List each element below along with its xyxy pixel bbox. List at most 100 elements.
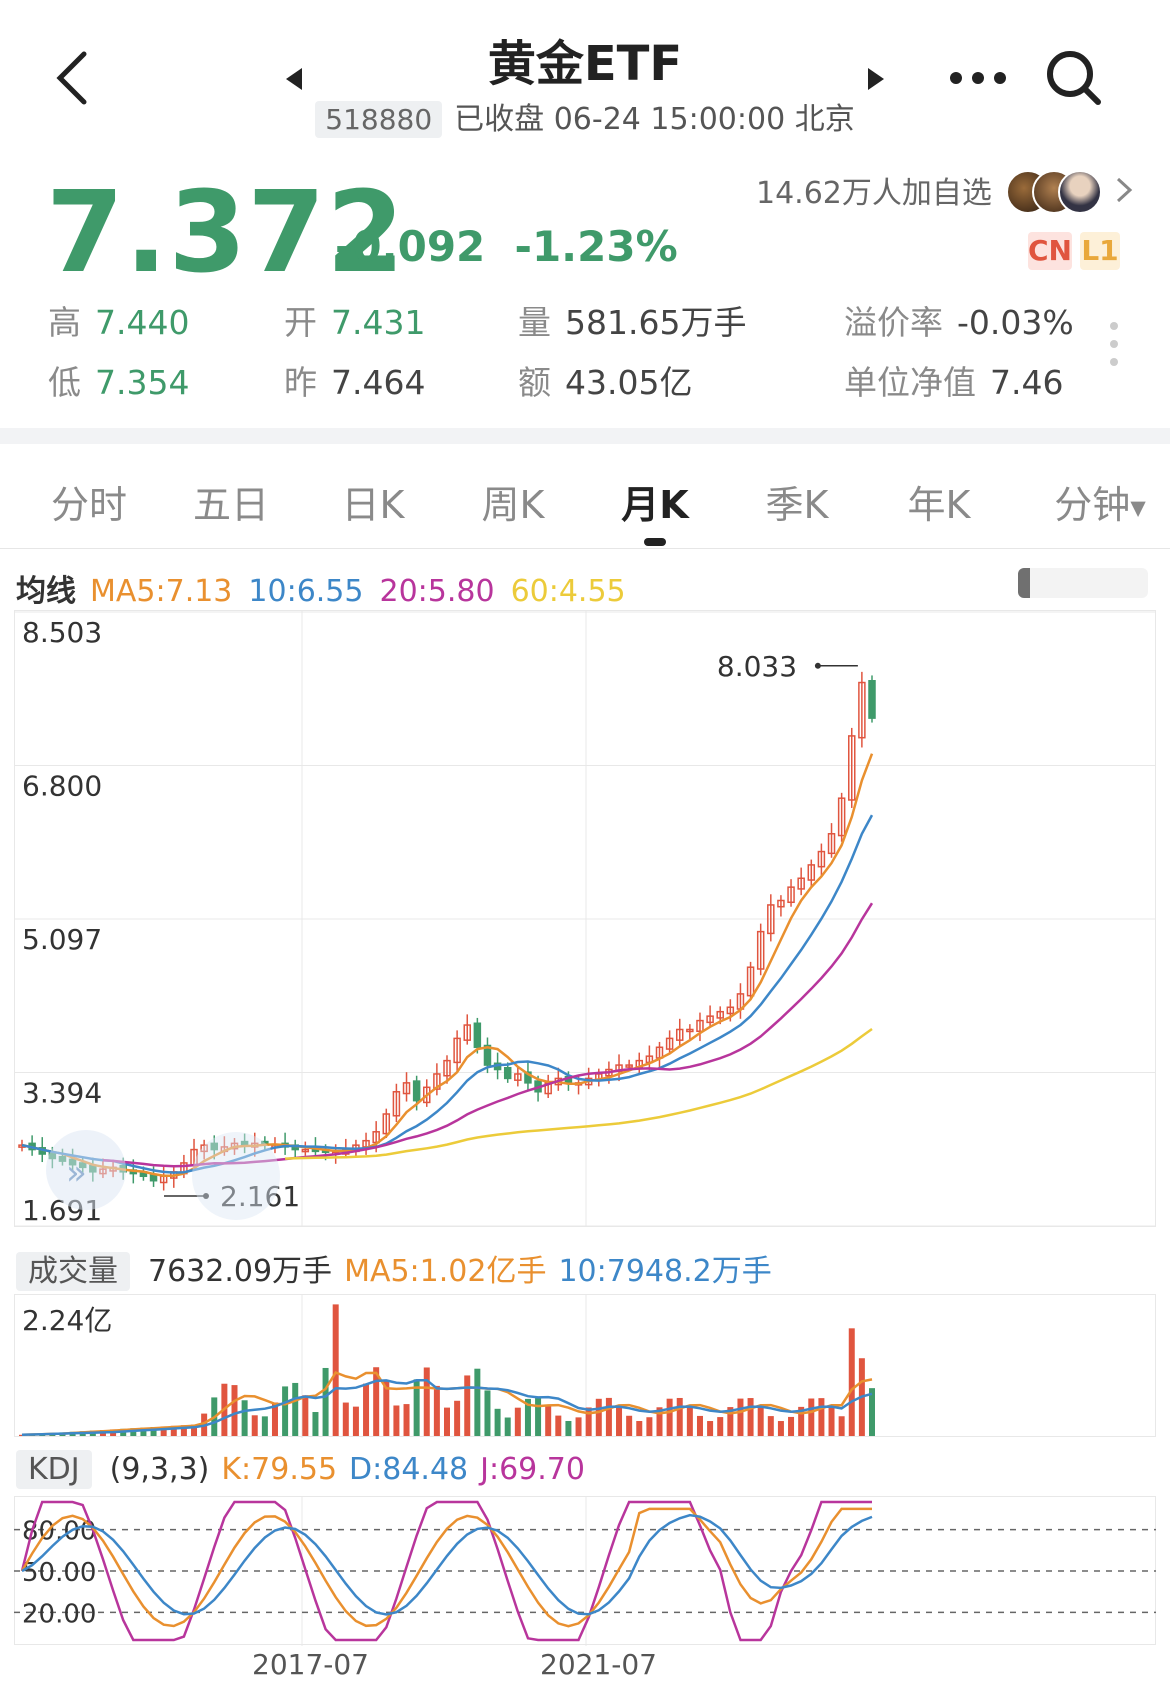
next-stock-button[interactable] <box>866 66 886 96</box>
search-icon <box>1047 51 1101 105</box>
prev-stock-button[interactable] <box>284 66 304 96</box>
volume-bar <box>433 1385 440 1436</box>
more-button[interactable] <box>948 68 1008 92</box>
tab-five-day[interactable]: 五日 <box>192 483 269 527</box>
page-title: 黄金ETF <box>487 36 683 92</box>
stat-label: 量 <box>518 303 551 342</box>
candle <box>686 1028 694 1033</box>
volume-bar <box>707 1421 714 1436</box>
volume-bar <box>241 1400 248 1436</box>
candle <box>402 1082 411 1095</box>
tab-yearly-k[interactable]: 年K <box>907 483 971 527</box>
y-tick-label: 20.00 <box>22 1599 96 1629</box>
stat-value: 43.05亿 <box>565 363 693 402</box>
volume-bar <box>191 1424 198 1436</box>
volume-bar <box>150 1427 157 1436</box>
volume-bar <box>19 1434 25 1436</box>
candle <box>473 1022 482 1049</box>
volume-bar <box>160 1426 167 1436</box>
x-axis-label: 2021-07 <box>540 1648 657 1681</box>
more-dots-icon <box>950 72 1006 84</box>
candle <box>817 850 826 868</box>
candle <box>696 1019 704 1033</box>
tab-divider <box>0 548 1170 549</box>
candle <box>726 1006 735 1015</box>
candle <box>453 1037 461 1064</box>
tab-intraday[interactable]: 分时 <box>50 483 127 527</box>
volume-bar <box>808 1398 815 1436</box>
ma-legend[interactable]: 均线 MA5:7.13 10:6.55 20:5.80 60:4.55 <box>16 566 642 610</box>
kdj-k: K:79.55 <box>221 1452 338 1487</box>
volume-bar <box>818 1398 825 1436</box>
stat-value: 581.65万手 <box>565 303 747 342</box>
watchlist-row[interactable]: 14.62万人加自选 <box>756 168 1134 214</box>
volume-bar <box>777 1421 784 1436</box>
candle <box>412 1080 421 1102</box>
volume-bar <box>180 1425 187 1436</box>
candle <box>797 877 805 890</box>
tab-weekly-k[interactable]: 周K <box>481 483 545 527</box>
candle <box>443 1059 451 1077</box>
stat-volume: 量 581.65万手 <box>518 296 746 344</box>
tab-minute[interactable]: 分钟▼ <box>1030 474 1170 529</box>
volume-bar <box>363 1383 370 1436</box>
volume-ma5: MA5:1.02亿手 <box>344 1254 547 1289</box>
volume-chart[interactable]: 2.24亿 <box>14 1294 1156 1438</box>
max-price-label: 8.033 <box>717 650 797 683</box>
back-button[interactable] <box>50 48 100 108</box>
candle <box>210 1142 219 1151</box>
volume-bar <box>605 1397 612 1436</box>
volume-bar <box>656 1407 663 1436</box>
candle <box>433 1073 441 1090</box>
tab-daily-k[interactable]: 日K <box>341 483 405 527</box>
kdj-k-line <box>20 1507 872 1628</box>
stat-prev-close: 昨 7.464 <box>284 356 425 404</box>
volume-bar <box>352 1406 359 1436</box>
volume-bar <box>423 1367 430 1436</box>
volume-bar <box>231 1385 238 1436</box>
stat-value: -0.03% <box>957 303 1074 342</box>
candle <box>200 1144 208 1153</box>
stat-label: 溢价率 <box>844 303 943 342</box>
stat-label: 额 <box>518 363 551 402</box>
max-marker-dot <box>814 662 821 669</box>
stat-low: 低 7.354 <box>48 356 189 404</box>
volume-legend: 成交量 7632.09万手 MA5:1.02亿手 10:7948.2万手 <box>16 1246 772 1291</box>
volume-bar <box>636 1421 643 1436</box>
ma20-value: 20:5.80 <box>379 574 495 609</box>
tab-monthly-k[interactable]: 月K <box>621 483 689 527</box>
volume-bar <box>767 1416 774 1436</box>
stat-label: 高 <box>48 303 81 342</box>
change-abs: -0.092 <box>335 222 486 271</box>
chart-frame <box>14 1294 1156 1437</box>
volume-bar <box>464 1375 471 1436</box>
candle <box>301 1148 310 1153</box>
volume-bar <box>616 1405 623 1436</box>
stat-label: 昨 <box>284 363 317 402</box>
chart-settings-handle[interactable] <box>1018 568 1148 598</box>
active-tab-indicator <box>644 538 666 546</box>
tab-quarterly-k[interactable]: 季K <box>765 483 829 527</box>
candle <box>807 864 816 881</box>
chevron-right-icon <box>1116 177 1133 203</box>
stat-high: 高 7.440 <box>48 296 189 344</box>
candle <box>858 681 866 739</box>
candle <box>837 797 846 837</box>
kdj-params: (9,3,3) <box>109 1452 210 1487</box>
ma5-value: MA5:7.13 <box>90 574 233 609</box>
candle <box>827 833 836 855</box>
min-marker-dot <box>203 1193 209 1199</box>
volume-bar <box>535 1397 542 1436</box>
stats-more-handle[interactable] <box>1108 320 1120 372</box>
y-tick-label: 2.24亿 <box>22 1304 112 1337</box>
avatar <box>1057 170 1102 214</box>
volume-bar <box>383 1381 390 1436</box>
search-button[interactable] <box>1044 48 1104 112</box>
avatar-stack <box>1005 168 1102 214</box>
kdj-label: KDJ <box>16 1450 92 1489</box>
y-tick-label: 50.00 <box>22 1558 96 1588</box>
volume-bar <box>848 1328 855 1436</box>
volume-label: 成交量 <box>16 1252 130 1291</box>
